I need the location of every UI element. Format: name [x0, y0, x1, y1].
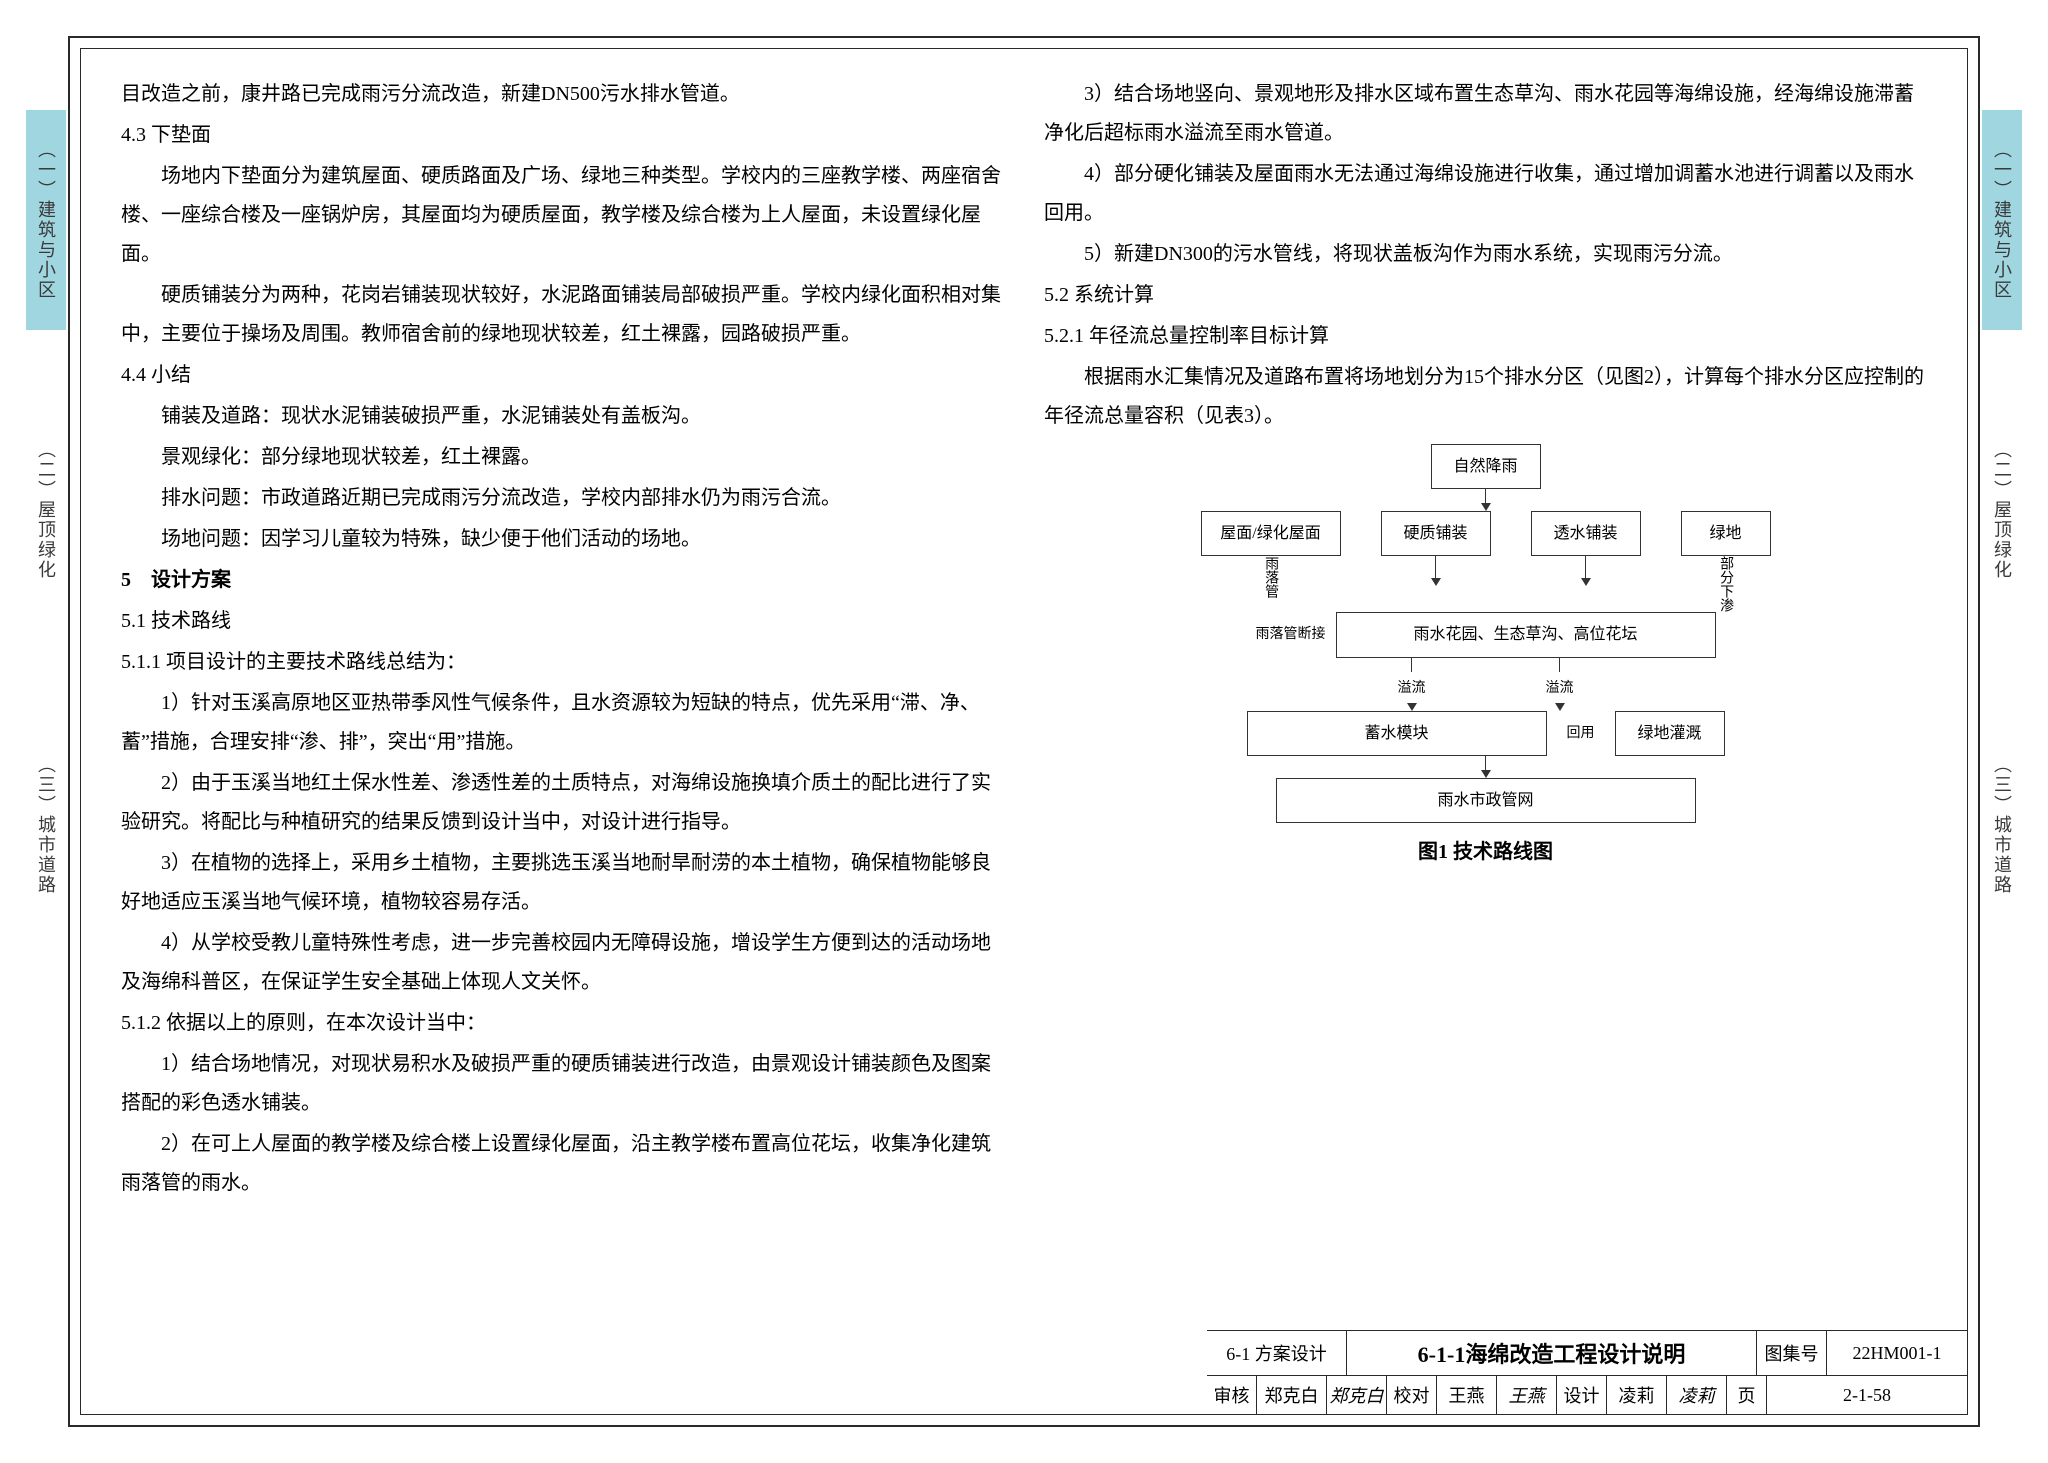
para: 5）新建DN300的污水管线，将现状盖板沟作为雨水系统，实现雨污分流。 [1044, 235, 1927, 274]
tb-审核-name: 郑克白 [1257, 1376, 1327, 1414]
tb-设计-sign: 凌莉 [1667, 1376, 1727, 1414]
para: 4）从学校受教儿童特殊性考虑，进一步完善校园内无障碍设施，增设学生方便到达的活动… [121, 924, 1004, 1002]
para: 目改造之前，康井路已完成雨污分流改造，新建DN500污水排水管道。 [121, 75, 1004, 114]
column-right: 3）结合场地竖向、景观地形及排水区域布置生态草沟、雨水花园等海绵设施，经海绵设施… [1044, 73, 1927, 1402]
drawing-sheet: （一）建筑与小区 （二）屋顶绿化 （三）城市道路 （一）建筑与小区 （二）屋顶绿… [0, 0, 2048, 1463]
flow-node-municipal: 雨水市政管网 [1276, 778, 1696, 823]
para: 排水问题：市政道路近期已完成雨污分流改造，学校内部排水仍为雨污合流。 [121, 479, 1004, 518]
tb-code-label: 图集号 [1757, 1331, 1827, 1375]
para: 2）在可上人屋面的教学楼及综合楼上设置绿化屋面，沿主教学楼布置高位花坛，收集净化… [121, 1125, 1004, 1203]
index-tab-l2: （二）屋顶绿化 [26, 435, 66, 585]
tb-审核-sign: 郑克白 [1327, 1376, 1387, 1414]
para: 硬质铺装分为两种，花岗岩铺装现状较好，水泥路面铺装局部破损严重。学校内绿化面积相… [121, 276, 1004, 354]
tb-校对-sign: 王燕 [1497, 1376, 1557, 1414]
title-block: 6-1 方案设计 6-1-1海绵改造工程设计说明 图集号 22HM001-1 审… [1207, 1330, 1967, 1414]
flow-node-perm: 透水铺装 [1531, 511, 1641, 556]
flow-node-hard: 硬质铺装 [1381, 511, 1491, 556]
tb-校对-label: 校对 [1387, 1376, 1437, 1414]
index-tab-l3: （三）城市道路 [26, 745, 66, 905]
para: 景观绿化：部分绿地现状较差，红土裸露。 [121, 438, 1004, 477]
flow-edge-label: 溢流 [1546, 681, 1574, 696]
index-tab-r1: （一）建筑与小区 [1982, 110, 2022, 330]
flow-edge-label: 雨落管 [1253, 556, 1288, 598]
flow-node-garden: 雨水花园、生态草沟、高位花坛 [1336, 612, 1716, 657]
para: 场地内下垫面分为建筑屋面、硬质路面及广场、绿地三种类型。学校内的三座教学楼、两座… [121, 157, 1004, 274]
flow-node-storage: 蓄水模块 [1247, 711, 1547, 756]
flow-edge-label: 溢流 [1398, 681, 1426, 696]
flow-edge-label: 部分下渗 [1708, 556, 1743, 612]
para: 1）结合场地情况，对现状易积水及破损严重的硬质铺装进行改造，由景观设计铺装颜色及… [121, 1045, 1004, 1123]
tb-校对-name: 王燕 [1437, 1376, 1497, 1414]
tb-title: 6-1-1海绵改造工程设计说明 [1347, 1331, 1757, 1375]
tb-page-label: 页 [1727, 1376, 1767, 1414]
para: 3）在植物的选择上，采用乡土植物，主要挑选玉溪当地耐旱耐涝的本土植物，确保植物能… [121, 844, 1004, 922]
para: 3）结合场地竖向、景观地形及排水区域布置生态草沟、雨水花园等海绵设施，经海绵设施… [1044, 75, 1927, 153]
para: 铺装及道路：现状水泥铺装破损严重，水泥铺装处有盖板沟。 [121, 397, 1004, 436]
para: 场地问题：因学习儿童较为特殊，缺少便于他们活动的场地。 [121, 520, 1004, 559]
flow-node-green: 绿地 [1681, 511, 1771, 556]
para: 根据雨水汇集情况及道路布置将场地划分为15个排水分区（见图2），计算每个排水分区… [1044, 358, 1927, 436]
heading-5-2-1: 5.2.1 年径流总量控制率目标计算 [1044, 317, 1927, 356]
column-left: 目改造之前，康井路已完成雨污分流改造，新建DN500污水排水管道。 4.3 下垫… [121, 73, 1004, 1402]
flow-node-roof: 屋面/绿化屋面 [1201, 511, 1341, 556]
tb-page: 2-1-58 [1767, 1376, 1967, 1414]
tb-审核-label: 审核 [1207, 1376, 1257, 1414]
heading-5-1: 5.1 技术路线 [121, 602, 1004, 641]
index-tab-l1: （一）建筑与小区 [26, 110, 66, 330]
index-tab-r2: （二）屋顶绿化 [1982, 435, 2022, 585]
figure-caption: 图1 技术路线图 [1044, 833, 1927, 872]
heading-5-1-1: 5.1.1 项目设计的主要技术路线总结为： [121, 643, 1004, 682]
tb-section: 6-1 方案设计 [1207, 1331, 1347, 1375]
page-border-outer: 目改造之前，康井路已完成雨污分流改造，新建DN500污水排水管道。 4.3 下垫… [68, 36, 1980, 1427]
flow-node-rain: 自然降雨 [1431, 444, 1541, 489]
index-tab-r3: （三）城市道路 [1982, 745, 2022, 905]
para: 4）部分硬化铺装及屋面雨水无法通过海绵设施进行收集，通过增加调蓄水池进行调蓄以及… [1044, 155, 1927, 233]
heading-4-3: 4.3 下垫面 [121, 116, 1004, 155]
content-columns: 目改造之前，康井路已完成雨污分流改造，新建DN500污水排水管道。 4.3 下垫… [81, 49, 1967, 1414]
page-border-inner: 目改造之前，康井路已完成雨污分流改造，新建DN500污水排水管道。 4.3 下垫… [80, 48, 1968, 1415]
heading-5: 5 设计方案 [121, 561, 1004, 600]
heading-5-2: 5.2 系统计算 [1044, 276, 1927, 315]
heading-4-4: 4.4 小结 [121, 356, 1004, 395]
heading-5-1-2: 5.1.2 依据以上的原则，在本次设计当中： [121, 1004, 1004, 1043]
tb-code: 22HM001-1 [1827, 1331, 1967, 1375]
para: 1）针对玉溪高原地区亚热带季风性气候条件，且水资源较为短缺的特点，优先采用“滞、… [121, 684, 1004, 762]
tb-设计-label: 设计 [1557, 1376, 1607, 1414]
flow-node-irrigation: 绿地灌溉 [1615, 711, 1725, 756]
flowchart: 自然降雨 屋面/绿化屋面 硬质铺装 透水铺装 绿地 雨落管 部分下渗 [1044, 444, 1927, 823]
flow-edge-label: 回用 [1567, 720, 1595, 747]
para: 2）由于玉溪当地红土保水性差、渗透性差的土质特点，对海绵设施换填介质土的配比进行… [121, 764, 1004, 842]
tb-设计-name: 凌莉 [1607, 1376, 1667, 1414]
flow-edge-label: 雨落管断接 [1256, 621, 1326, 648]
